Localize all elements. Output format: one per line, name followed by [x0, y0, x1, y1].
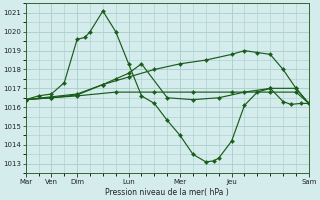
X-axis label: Pression niveau de la mer( hPa ): Pression niveau de la mer( hPa )	[105, 188, 229, 197]
